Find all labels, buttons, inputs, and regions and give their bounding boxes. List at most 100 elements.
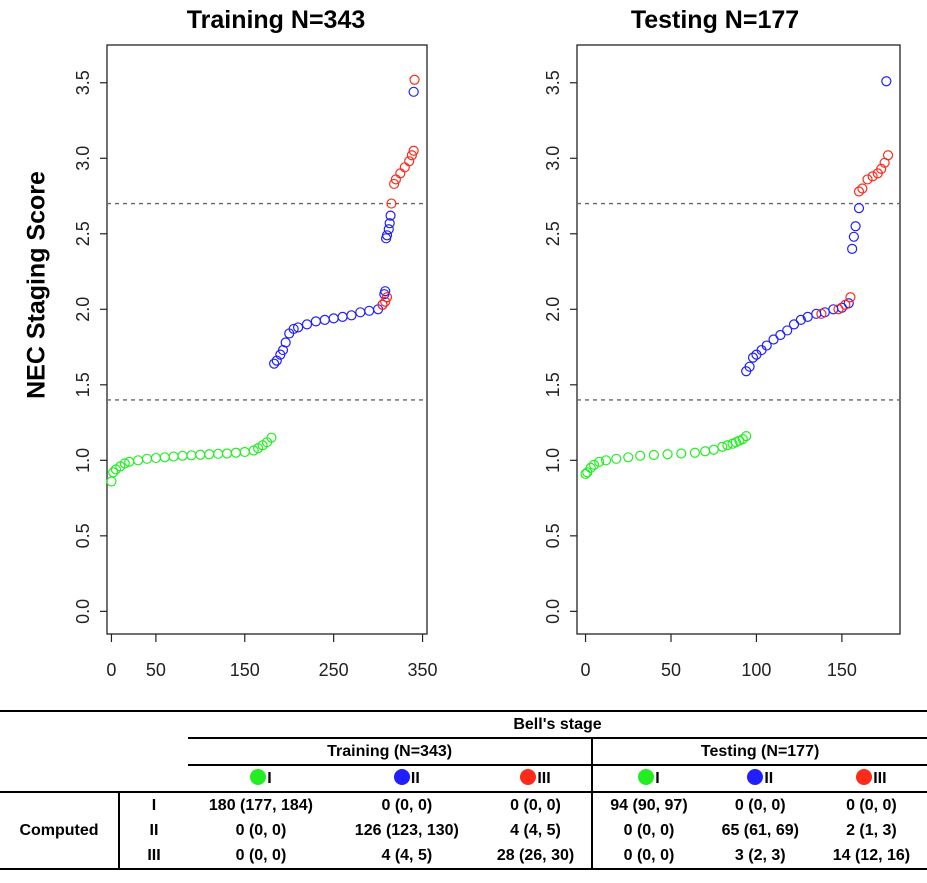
- testing-x-tick-label: 100: [741, 660, 771, 680]
- confusion-table: Bell's stage Training (N=343) Testing (N…: [0, 710, 927, 870]
- stage-label: I: [267, 770, 272, 787]
- training-stage-ii-point: [328, 313, 339, 324]
- table-header-row: Bell's stage: [0, 710, 927, 738]
- training-x-tick-label: 50: [146, 660, 166, 680]
- bells-stage-header: Bell's stage: [188, 710, 927, 738]
- testing-y-tick-label: 3.5: [543, 70, 563, 95]
- stage-label: I: [655, 770, 660, 787]
- table-row: II 0 (0, 0) 126 (123, 130) 4 (4, 5) 0 (0…: [0, 818, 927, 843]
- testing-stage-iii-point: [862, 174, 873, 185]
- stage-label: III: [537, 770, 551, 787]
- training-stage-ii-point: [319, 314, 330, 325]
- testing-y-tick-label: 0.0: [543, 599, 563, 624]
- stage-cell: III: [479, 764, 593, 793]
- training-y-tick-label: 1.5: [73, 372, 93, 397]
- training-stage-i-point: [177, 450, 188, 461]
- stage-cell: III: [815, 764, 927, 793]
- stage-legend-row: I II III I II III: [0, 764, 927, 793]
- row-label: I: [118, 792, 188, 818]
- testing-stage-ii-point: [853, 203, 865, 214]
- testing-stage-ii-point: [782, 325, 793, 336]
- training-x-tick-label: 0: [106, 660, 116, 680]
- table-cell: 4 (4, 5): [510, 821, 561, 839]
- testing-y-tick-label: 2.5: [543, 221, 563, 246]
- table-row: Computed I 180 (177, 184) 0 (0, 0) 0 (0,…: [0, 792, 927, 870]
- training-stage-ii-point: [408, 86, 419, 97]
- testing-header: Testing (N=177): [591, 737, 927, 765]
- table-cell: 0 (0, 0): [235, 821, 287, 839]
- table-cell: 28 (26, 30): [479, 843, 593, 870]
- training-stage-ii-point: [364, 305, 375, 316]
- testing-stage-iii-point: [857, 183, 868, 194]
- testing-stage-ii-point: [761, 340, 772, 351]
- stage-cell: II: [704, 764, 816, 793]
- testing-stage-i-point: [635, 450, 646, 461]
- table-cell: 0 (0, 0): [734, 796, 786, 814]
- table-subheader-row: Training (N=343) Testing (N=177): [0, 737, 927, 765]
- training-stage-i-point: [106, 476, 117, 487]
- testing-stage-ii-point: [811, 308, 822, 319]
- table-cell: 3 (2, 3): [704, 843, 816, 870]
- training-stage-i-point: [133, 455, 144, 466]
- stage-ii-dot-icon: [747, 769, 764, 785]
- stage-cell: I: [591, 764, 705, 793]
- training-stage-i-point: [221, 448, 233, 459]
- testing-stage-ii-point: [847, 243, 858, 254]
- table-cell: 14 (12, 16): [815, 843, 927, 870]
- training-x-tick-label: 350: [408, 660, 438, 680]
- training-stage-i-point: [186, 450, 197, 461]
- testing-y-tick-label: 1.5: [543, 372, 563, 397]
- table-cell: 0 (0, 0): [591, 843, 705, 870]
- training-stage-ii-point: [380, 286, 391, 297]
- testing-x-tick-label: 50: [661, 660, 681, 680]
- table-cell: 0 (0, 0): [188, 843, 334, 870]
- stage-ii-dot-icon: [393, 769, 410, 785]
- testing-stage-i-point: [741, 431, 752, 442]
- stage-iii-dot-icon: [520, 769, 537, 785]
- stage-i-dot-icon: [638, 769, 655, 785]
- testing-stage-i-point: [594, 456, 605, 467]
- testing-stage-i-point: [717, 441, 728, 452]
- training-stage-ii-point: [288, 323, 299, 335]
- training-stage-ii-point: [310, 316, 321, 327]
- training-stage-i-point: [213, 448, 224, 459]
- training-stage-ii-point: [337, 311, 348, 322]
- testing-y-tick-label: 3.0: [543, 146, 563, 171]
- table-cell: 126 (123, 130): [354, 821, 459, 839]
- testing-plot-frame: [576, 44, 901, 635]
- testing-y-tick-label: 0.5: [543, 523, 563, 548]
- testing-stage-i-point: [588, 459, 600, 470]
- testing-stage-iii-point: [867, 171, 878, 182]
- testing-stage-iii-point: [853, 186, 865, 197]
- testing-stage-ii-point: [850, 221, 861, 232]
- training-stage-ii-point: [271, 355, 282, 366]
- table-cell: 180 (177, 184): [208, 796, 313, 814]
- row-label: II: [118, 818, 188, 843]
- training-y-tick-label: 0.0: [73, 599, 93, 624]
- training-y-tick-label: 2.0: [73, 297, 93, 322]
- testing-stage-ii-point: [747, 352, 759, 363]
- table-cell: 65 (61, 69): [721, 821, 799, 839]
- testing-stage-i-point: [623, 452, 634, 463]
- testing-stage-iii-point: [816, 308, 827, 319]
- training-y-tick-label: 3.5: [73, 70, 93, 95]
- testing-stage-ii-point: [795, 314, 806, 325]
- training-stage-iii-point: [406, 150, 417, 161]
- training-stage-i-point: [168, 451, 179, 462]
- training-stage-iii-point: [381, 292, 393, 303]
- stage-cell: I: [188, 764, 334, 793]
- training-stage-i-point: [150, 452, 161, 464]
- testing-stage-i-point: [708, 444, 719, 455]
- stage-label: II: [410, 770, 420, 787]
- testing-stage-i-point: [737, 434, 748, 445]
- testing-stage-i-point: [689, 447, 701, 458]
- stage-iii-dot-icon: [856, 769, 873, 785]
- testing-y-tick-label: 1.0: [543, 448, 563, 473]
- testing-stage-i-point: [662, 449, 673, 460]
- charts-area: Training N=343 Testing N=177 NEC Staging…: [23, 6, 901, 680]
- training-stage-iii-point: [404, 156, 415, 167]
- computed-label: Computed: [0, 792, 119, 870]
- training-x-tick-label: 250: [319, 660, 349, 680]
- training-y-tick-label: 2.5: [73, 221, 93, 246]
- training-stage-ii-point: [385, 210, 396, 221]
